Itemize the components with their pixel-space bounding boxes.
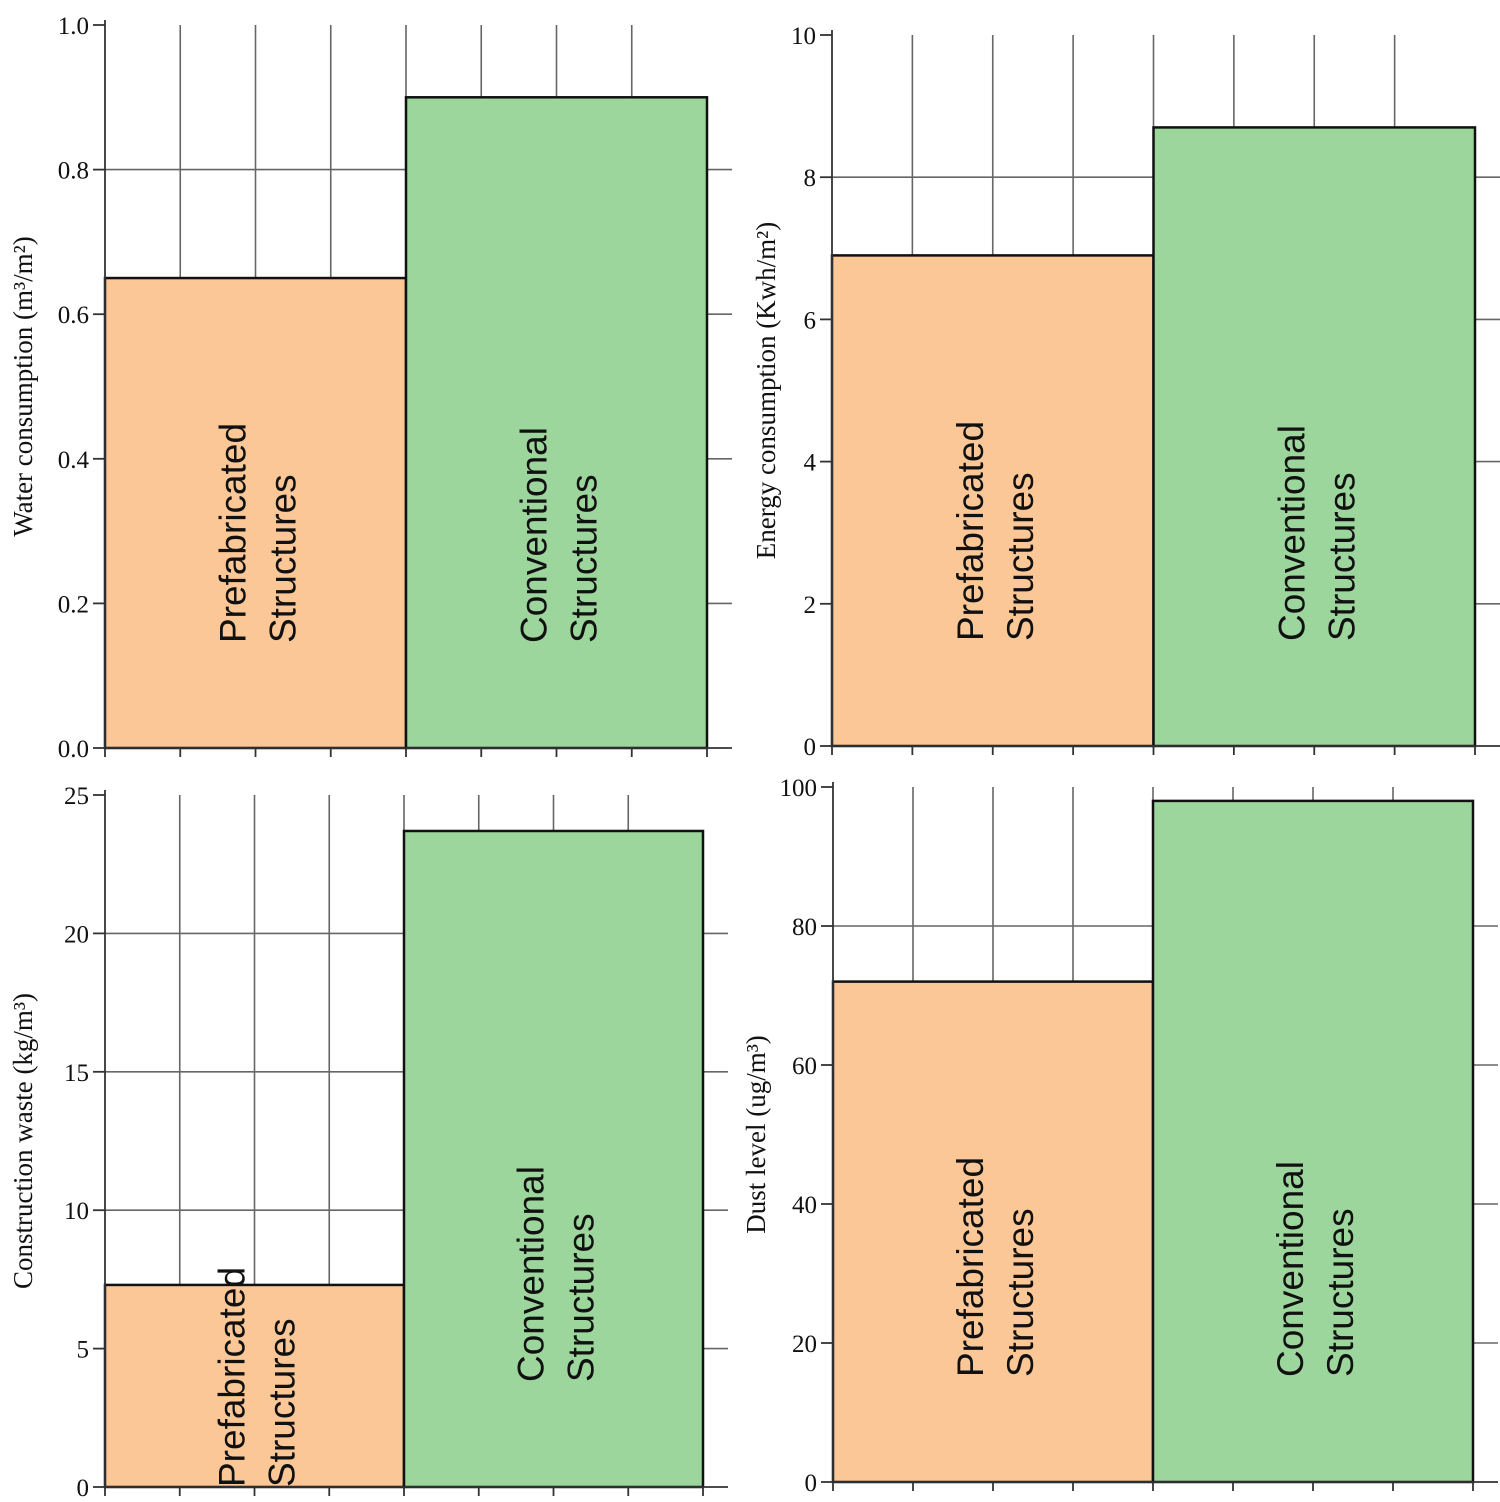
energy-y-axis-title: Energy consumption (Kwh/m²) [751, 222, 781, 560]
dust-y-axis-title: Dust level (ug/m³) [741, 1035, 771, 1234]
energy-y-tick-label: 0 [804, 734, 817, 761]
water-conventional-label: Conventional Structures [514, 427, 605, 643]
waste-conventional-bar [402, 829, 705, 1489]
water-y-tick-label: 0.0 [58, 736, 89, 763]
dust-conventional-label: Conventional Structures [1270, 1161, 1361, 1377]
dust-level-chart: 0 20 40 60 80 100 Dust level (ug/m³) Prefabrica… [741, 775, 1498, 1497]
water-y-tick-label: 0.8 [58, 158, 89, 185]
energy-prefabricated-label: Prefabricated Structures [950, 421, 1041, 641]
water-prefabricated-bar [103, 276, 408, 750]
energy-conventional-label: Conventional Structures [1271, 425, 1362, 641]
energy-y-tick-label: 6 [804, 307, 817, 334]
water-y-tick-label: 0.2 [58, 591, 89, 618]
dust-prefabricated-label: Prefabricated Structures [950, 1157, 1041, 1377]
energy-y-tick-label: 10 [791, 23, 816, 50]
waste-y-tick-label: 15 [64, 1060, 89, 1087]
dust-prefabricated-bar [831, 980, 1155, 1484]
construction-waste-chart: 0 5 10 15 20 25 Construction waste (kg/m³) Pref… [8, 783, 728, 1502]
water-prefabricated-label: Prefabricated Structures [213, 423, 304, 643]
energy-consumption-chart: 0 2 4 6 8 10 Energy consumption (Kwh/m²) Prefab… [751, 23, 1500, 761]
dust-y-tick-label: 0 [805, 1470, 818, 1497]
water-y-tick-label: 0.4 [58, 447, 90, 474]
waste-y-tick-label: 5 [77, 1337, 90, 1364]
dust-y-tick-label: 40 [792, 1192, 817, 1219]
energy-prefabricated-bar [830, 254, 1155, 748]
waste-conventional-label: Conventional Structures [511, 1166, 602, 1382]
energy-y-tick-label: 2 [804, 592, 817, 619]
energy-conventional-bar [1152, 126, 1477, 748]
water-y-tick-label: 0.6 [58, 302, 89, 329]
waste-y-axis-title: Construction waste (kg/m³) [8, 993, 38, 1289]
waste-prefabricated-bar [103, 1283, 406, 1489]
energy-y-tick-label: 8 [804, 165, 817, 192]
waste-y-tick-label: 0 [77, 1475, 90, 1502]
dust-y-tick-label: 100 [780, 775, 818, 802]
dust-conventional-bar [1151, 799, 1475, 1484]
water-y-tick-label: 1.0 [58, 13, 89, 40]
energy-y-tick-label: 4 [804, 450, 817, 477]
water-y-axis-title: Water consumption (m³/m²) [8, 236, 38, 536]
water-consumption-chart: 0.0 0.2 0.4 0.6 0.8 1.0 Water consumption (m³/… [8, 13, 732, 763]
waste-y-tick-label: 10 [64, 1198, 89, 1225]
waste-y-tick-label: 25 [64, 783, 89, 810]
dust-y-tick-label: 80 [792, 914, 817, 941]
waste-prefabricated-label: Prefabricated Structures [212, 1267, 303, 1487]
dust-y-tick-label: 20 [792, 1331, 817, 1358]
waste-y-tick-label: 20 [64, 921, 89, 948]
water-conventional-bar [404, 96, 709, 750]
dust-y-tick-label: 60 [792, 1053, 817, 1080]
